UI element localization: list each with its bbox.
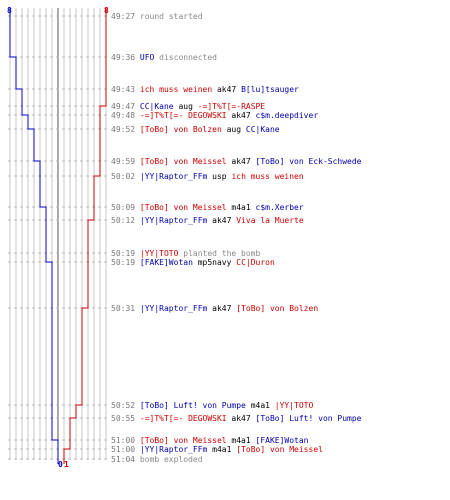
log-text: UFO [139,53,155,62]
log-text: [ToBo] Luft! von Pumpe [139,401,246,410]
log-timestamp: 49:59 [111,157,140,166]
log-text: ak47 [207,216,237,225]
log-text: planted the bomb [178,249,261,258]
log-entry: 51:04 bomb exploded [111,455,203,464]
log-text: [ToBo] von Meissel [236,445,323,454]
log-timestamp: 50:19 [111,258,140,267]
log-timestamp: 50:31 [111,304,140,313]
log-text: [ToBo] von Meissel [139,157,227,166]
log-entry: 50:31 |YY|Raptor_FFm ak47 [ToBo] von Bol… [111,304,318,313]
log-text: m4a1 [226,436,256,445]
log-text: round started [139,12,203,21]
log-text: bomb exploded [139,455,203,464]
log-text: |YY|TOTO [274,401,314,410]
round-timeline-graph [8,8,110,464]
log-text: Viva la Muerte [236,216,304,225]
log-entry: 50:19 |YY|TOTO planted the bomb [111,249,260,258]
log-text: disconnected [154,53,217,62]
log-text: ak47 [212,85,242,94]
log-entry: 50:02 |YY|Raptor_FFm usp ich muss weinen [111,172,304,181]
log-entry: 51:00 [ToBo] von Meissel m4a1 [FAKE]Wota… [111,436,309,445]
log-timestamp: 50:55 [111,414,140,423]
blue-team-line [9,8,59,464]
blue-end-score: 0 [58,460,63,469]
log-text: |YY|Raptor_FFm [139,172,208,181]
log-entry: 50:52 [ToBo] Luft! von Pumpe m4a1 |YY|TO… [111,401,313,410]
log-timestamp: 50:02 [111,172,140,181]
red-end-score: 1 [64,460,69,469]
log-entry: 50:12 |YY|Raptor_FFm ak47 Viva la Muerte [111,216,304,225]
log-text: [ToBo] von Meissel [139,436,227,445]
log-text: |YY|Raptor_FFm [139,216,208,225]
log-text: ak47 [226,157,256,166]
log-text: ak47 [226,111,256,120]
log-entry: 50:09 [ToBo] von Meissel m4a1 c$m.Xerber [111,203,304,212]
log-text: [FAKE]Wotan [139,258,193,267]
log-entry: 51:00 |YY|Raptor_FFm m4a1 [ToBo] von Mei… [111,445,323,454]
log-entry: 50:19 [FAKE]Wotan mp5navy CC|Duron [111,258,275,267]
log-text: ak47 [226,414,256,423]
log-text: [FAKE]Wotan [255,436,309,445]
log-entry: 49:59 [ToBo] von Meissel ak47 [ToBo] von… [111,157,361,166]
log-entry: 49:27 round started [111,12,203,21]
log-text: -=]T%T[=- DEGOWSKI [139,414,227,423]
log-timestamp: 50:09 [111,203,140,212]
log-text: [ToBo] von Eck-Schwede [255,157,362,166]
log-text: B[lu]tsauger [241,85,299,94]
log-timestamp: 51:00 [111,445,140,454]
log-text: -=]T%T[=-RASPE [197,102,266,111]
log-timestamp: 50:12 [111,216,140,225]
log-text: CC|Duron [236,258,275,267]
log-timestamp: 49:36 [111,53,140,62]
log-timestamp: 49:52 [111,125,140,134]
log-text: CC|Kane [139,102,174,111]
log-text: aug [173,102,198,111]
log-timestamp: 51:00 [111,436,140,445]
log-text: m4a1 [245,401,275,410]
red-team-line [63,8,107,464]
log-timestamp: 49:48 [111,111,140,120]
blue-start-score: 8 [7,6,12,15]
log-entry: 49:52 [ToBo] von Bolzen aug CC|Kane [111,125,280,134]
log-text: c$m.Xerber [255,203,304,212]
log-text: [ToBo] von Bolzen [139,125,222,134]
log-text: ich muss weinen [139,85,213,94]
log-timestamp: 49:47 [111,102,140,111]
log-timestamp: 49:27 [111,12,140,21]
log-text: -=]T%T[=- DEGOWSKI [139,111,227,120]
log-text: m4a1 [226,203,256,212]
log-text: [ToBo] Luft! von Pumpe [255,414,362,423]
log-timestamp: 49:43 [111,85,140,94]
log-entry: 49:48 -=]T%T[=- DEGOWSKI ak47 c$m.deepdi… [111,111,318,120]
log-text: |YY|Raptor_FFm [139,445,208,454]
log-text: [ToBo] von Bolzen [236,304,319,313]
log-timestamp: 51:04 [111,455,140,464]
log-text: [ToBo] von Meissel [139,203,227,212]
log-text: |YY|Raptor_FFm [139,304,208,313]
log-text: ich muss weinen [231,172,304,181]
log-entry: 49:43 ich muss weinen ak47 B[lu]tsauger [111,85,299,94]
log-timestamp: 50:52 [111,401,140,410]
log-text: mp5navy [192,258,237,267]
log-text: m4a1 [207,445,237,454]
red-start-score: 8 [104,6,109,15]
log-text: ak47 [207,304,237,313]
log-text: CC|Kane [245,125,280,134]
log-timestamp: 50:19 [111,249,140,258]
log-text: usp [207,172,232,181]
log-text: |YY|TOTO [139,249,179,258]
log-entry: 50:55 -=]T%T[=- DEGOWSKI ak47 [ToBo] Luf… [111,414,361,423]
log-entry: 49:47 CC|Kane aug -=]T%T[=-RASPE [111,102,265,111]
log-text: c$m.deepdiver [255,111,319,120]
log-entry: 49:36 UFO disconnected [111,53,217,62]
log-text: aug [221,125,246,134]
